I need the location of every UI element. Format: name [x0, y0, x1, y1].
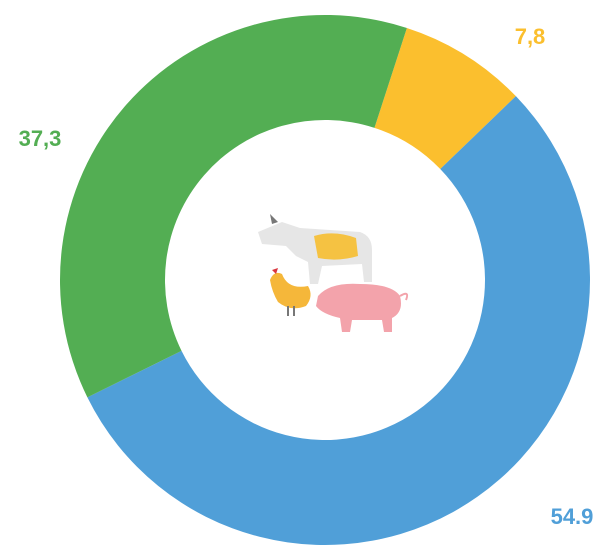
donut-slice: [60, 15, 407, 397]
data-label: 7,8: [515, 24, 546, 49]
data-label: 37,3: [19, 126, 62, 151]
center-icon: [258, 214, 407, 332]
chart: 7,8 54.9 37,3: [0, 0, 602, 549]
slices: [60, 15, 590, 545]
data-label: 54.9: [551, 504, 594, 529]
